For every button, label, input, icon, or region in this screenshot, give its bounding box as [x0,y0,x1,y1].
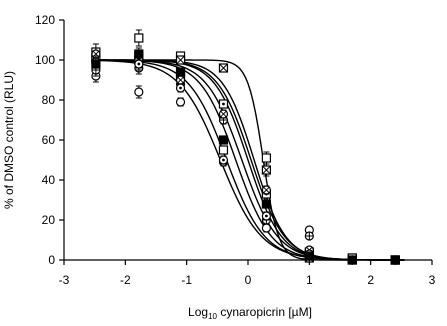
marker-x [220,110,227,118]
data-markers [91,29,400,265]
data-point [218,135,229,145]
y-tick-label: 100 [35,53,55,67]
data-point [218,155,229,165]
square-marker [304,251,314,261]
data-point [218,99,229,109]
x-tick-label: 2 [367,273,374,287]
y-tick-label: 80 [42,93,56,107]
data-point [175,67,186,77]
data-point [218,145,229,155]
square-marker [91,59,101,69]
x-tick-label: -3 [59,273,70,287]
y-tick-label: 0 [48,253,55,267]
data-point [261,223,271,233]
axes: 0 20 40 60 80 100 120 -3 -2 -1 0 1 2 3 [35,13,436,287]
data-point [261,211,271,221]
data-point [175,55,186,65]
y-tick-label: 20 [42,213,56,227]
data-point [261,151,271,165]
marker-dot [137,62,141,66]
data-point [218,63,229,73]
marker-x [263,186,270,194]
square-marker [218,135,229,145]
marker-dot [179,86,182,90]
square-marker [261,199,271,209]
data-point [261,199,271,209]
marker-dot [265,214,268,218]
y-tick-label: 120 [35,13,55,27]
x-tick-label: -2 [120,273,131,287]
data-point [134,47,144,61]
data-point [218,109,229,119]
square-marker [261,153,271,163]
marker-dot [222,102,225,106]
circle-marker [175,97,186,107]
y-axis-title: % of DMSO control (RLU) [2,71,16,209]
data-point [175,97,186,107]
marker-x [177,76,184,84]
marker-x [219,63,228,73]
square-marker [134,49,144,59]
data-point [261,185,271,195]
x-tick-label: 3 [429,273,436,287]
y-tick-label: 40 [42,173,56,187]
data-point [175,83,186,93]
data-point [175,75,186,85]
x-tick-label: -1 [181,273,192,287]
x-axis-title-suffix: cynaropicrin [µM] [217,305,312,319]
x-axis-title-prefix: Log [188,305,208,319]
data-point [261,163,271,177]
data-point [134,85,144,99]
data-point [304,251,314,261]
marker-dot [222,158,225,162]
x-tick-label: 1 [306,273,313,287]
circle-marker [261,223,271,233]
data-point [134,29,144,47]
marker-x [262,165,271,175]
marker-x [176,55,185,65]
x-axis-title-subscript: 10 [208,312,217,321]
fit-curves [91,59,405,261]
square-marker [218,145,229,155]
square-marker [175,67,186,77]
data-point [304,231,314,241]
y-tick-label: 60 [42,133,56,147]
x-tick-label: 0 [245,273,252,287]
circle-marker [134,87,144,97]
square-marker [134,33,144,43]
x-axis-title: Log10 cynaropicrin [µM] [188,305,312,321]
data-point [91,57,101,71]
